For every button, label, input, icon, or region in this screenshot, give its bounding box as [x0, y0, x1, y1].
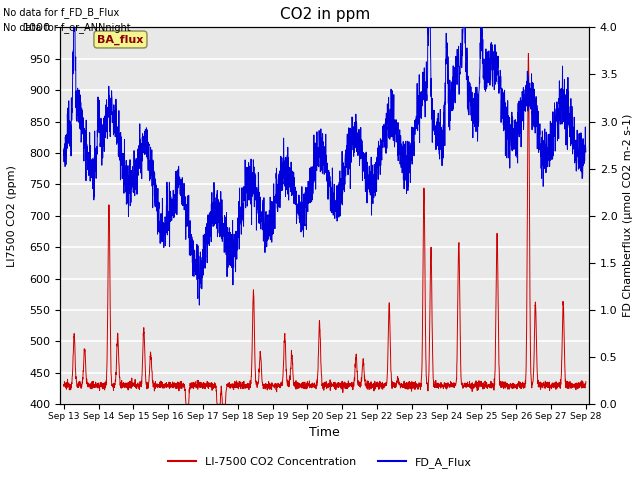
Title: CO2 in ppm: CO2 in ppm — [280, 7, 370, 22]
X-axis label: Time: Time — [309, 426, 340, 440]
Text: BA_flux: BA_flux — [97, 35, 143, 45]
Y-axis label: FD Chamberflux (μmol CO2 m-2 s-1): FD Chamberflux (μmol CO2 m-2 s-1) — [623, 114, 633, 317]
Text: No data for f_FD_B_Flux: No data for f_FD_B_Flux — [3, 7, 120, 18]
Y-axis label: LI7500 CO2 (ppm): LI7500 CO2 (ppm) — [7, 165, 17, 267]
Legend: LI-7500 CO2 Concentration, FD_A_Flux: LI-7500 CO2 Concentration, FD_A_Flux — [164, 452, 476, 472]
Text: No data for f_er_ANNnight: No data for f_er_ANNnight — [3, 22, 131, 33]
